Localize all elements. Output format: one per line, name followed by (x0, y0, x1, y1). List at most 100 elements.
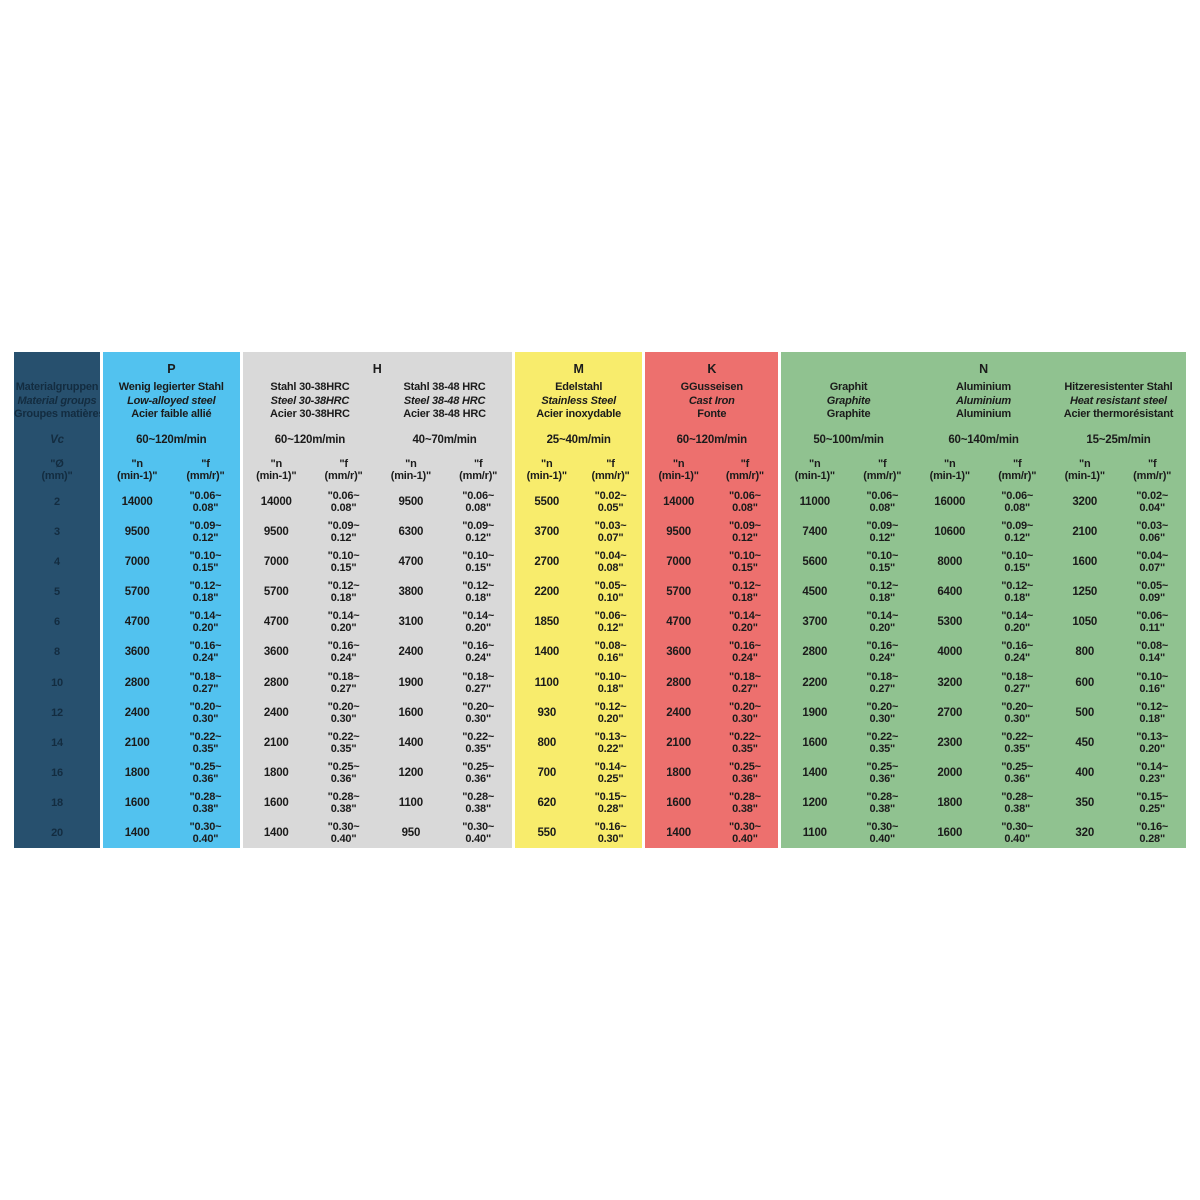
n-value: 2800 (802, 646, 828, 659)
n-value: 9500 (124, 526, 150, 539)
material-title-line: Edelstahl (555, 381, 603, 393)
n-value: 2400 (398, 646, 424, 659)
f-value: "0.13~ 0.20" (1136, 730, 1169, 755)
table-row: 800 "0.13~ 0.22" (515, 728, 643, 758)
table-row: 500 "0.12~ 0.18" (1051, 698, 1186, 728)
material-groups-title-line: Materialgruppen (15, 381, 99, 393)
column-headers: "n (min-1)" "f (mm/r)" (103, 453, 240, 487)
f-value: "0.16~ 0.28" (1136, 820, 1169, 845)
data-rows: 3200 "0.02~ 0.04" 2100 "0.03~ 0.06" 1600 "0.0… (1051, 487, 1186, 848)
n-value: 1600 (263, 796, 289, 809)
n-value: 500 (1075, 706, 1095, 719)
n-value: 2100 (263, 736, 289, 749)
n-value: 1400 (398, 736, 424, 749)
material-groups-column: Materialgruppen Material groups Groupes ma… (14, 352, 105, 848)
f-value: "0.25~ 0.36" (866, 760, 899, 785)
n-value: 2300 (937, 736, 963, 749)
f-value: "0.06~ 0.08" (728, 490, 761, 515)
group-columns: Stahl 30-38HRC Steel 30-38HRC Acier 30-38H… (243, 378, 512, 848)
cutting-data-table: Materialgruppen Material groups Groupes ma… (14, 352, 1186, 848)
n-value: 3600 (263, 646, 289, 659)
column-headers: "n (min-1)" "f (mm/r)" (645, 453, 778, 487)
f-value: "0.09~ 0.12" (189, 520, 222, 545)
n-value: 7000 (666, 556, 691, 569)
f-value: "0.28~ 0.38" (728, 790, 761, 815)
f-header: "f (mm/r)" (1133, 458, 1172, 482)
f-value: "0.09~ 0.12" (327, 520, 360, 545)
f-value: "0.25~ 0.36" (462, 760, 495, 785)
n-value: 550 (537, 826, 557, 839)
material-title-line: Acier 30-38HRC (270, 408, 350, 420)
group-letter: P (167, 362, 176, 376)
f-value: "0.18~ 0.27" (462, 670, 495, 695)
f-value: "0.10~ 0.15" (327, 550, 360, 575)
table-row: 3700 "0.14~ 0.20" (781, 607, 916, 637)
table-row: 9500 "0.09~ 0.12" (645, 517, 778, 547)
table-row: 1800 "0.28~ 0.38" (916, 788, 1051, 818)
material-title: Stahl 30-38HRC Steel 30-38HRC Acier 30-38H… (243, 378, 378, 427)
n-value: 450 (1075, 736, 1095, 749)
table-row: 350 "0.15~ 0.25" (1051, 788, 1186, 818)
f-value: "0.20~ 0.30" (189, 700, 222, 725)
table-row: 2100 "0.22~ 0.35" (103, 728, 240, 758)
cutting-speed: 60~120m/min (676, 434, 748, 446)
table-row: 450 "0.13~ 0.20" (1051, 728, 1186, 758)
table-row: 9500 "0.06~ 0.08" (377, 487, 512, 517)
n-value: 1600 (666, 796, 691, 809)
f-value: "0.18~ 0.27" (866, 670, 899, 695)
f-value: "0.03~ 0.07" (594, 520, 627, 545)
f-value: "0.14~ 0.20" (728, 610, 761, 635)
n-value: 1250 (1072, 586, 1098, 599)
n-header: "n (min-1)" (390, 458, 432, 482)
material-title-line: Acier 38-48 HRC (403, 408, 486, 420)
n-value: 1100 (802, 826, 827, 839)
table-row: 3700 "0.03~ 0.07" (515, 517, 643, 547)
table-row: 2400 "0.16~ 0.24" (377, 637, 512, 667)
data-rows: 5500 "0.02~ 0.05" 3700 "0.03~ 0.07" 2700 "0.0… (515, 487, 643, 848)
f-value: "0.28~ 0.38" (327, 790, 360, 815)
n-value: 800 (537, 736, 557, 749)
table-row: 1800 "0.25~ 0.36" (645, 758, 778, 788)
material-title: Wenig legierter Stahl Low-alloyed steel Ac… (103, 378, 240, 427)
material-title-line: Acier inoxydable (536, 408, 622, 420)
n-value: 1600 (802, 736, 828, 749)
n-value: 1800 (263, 766, 289, 779)
n-value: 2100 (1072, 526, 1098, 539)
group-block-k: K GGusseisen Cast Iron Fonte 60~120m/min "n (… (645, 352, 779, 848)
n-value: 7000 (263, 556, 289, 569)
table-row: 8000 "0.10~ 0.15" (916, 547, 1051, 577)
f-value: "0.03~ 0.06" (1136, 520, 1169, 545)
n-value: 4700 (398, 556, 424, 569)
n-value: 2200 (802, 676, 828, 689)
n-value: 6400 (937, 586, 963, 599)
n-value: 8000 (937, 556, 963, 569)
f-value: "0.28~ 0.38" (866, 790, 899, 815)
data-rows: 16000 "0.06~ 0.08" 10600 "0.09~ 0.12" 8000 "0… (916, 487, 1051, 848)
table-row: 14000 "0.06~ 0.08" (243, 487, 378, 517)
column-separator (100, 352, 103, 848)
table-row: 1100 "0.10~ 0.18" (515, 667, 643, 697)
n-header: "n (min-1)" (658, 458, 699, 482)
f-value: "0.16~ 0.24" (462, 640, 495, 665)
material-title-line: Aluminium (955, 381, 1012, 393)
table-row: 2100 "0.22~ 0.35" (645, 728, 778, 758)
material-title: Edelstahl Stainless Steel Acier inoxydable (515, 378, 643, 427)
f-value: "0.14~ 0.20" (866, 610, 899, 635)
n-value: 4700 (263, 616, 289, 629)
n-header: "n (min-1)" (256, 458, 297, 482)
n-value: 1900 (398, 676, 424, 689)
f-value: "0.16~ 0.24" (189, 640, 222, 665)
n-header: "n (min-1)" (526, 458, 567, 482)
f-value: "0.22~ 0.35" (866, 730, 899, 755)
cutting-speed: 15~25m/min (1086, 434, 1151, 446)
cutting-speed: 40~70m/min (412, 434, 477, 446)
material-title: Hitzeresistenter Stahl Heat resistant ste… (1051, 378, 1186, 427)
material-title-line: Graphit (829, 381, 868, 393)
f-value: "0.12~ 0.18" (462, 580, 495, 605)
n-value: 1400 (534, 646, 560, 659)
f-value: "0.18~ 0.27" (728, 670, 761, 695)
material-title: Stahl 38-48 HRC Steel 38-48 HRC Acier 38-4… (377, 378, 512, 427)
row-label: 3 (54, 526, 60, 539)
f-value: "0.10~ 0.15" (189, 550, 222, 575)
group-block-n: N Graphit Graphite Graphite 50~100m/min "n (m… (781, 352, 1186, 848)
